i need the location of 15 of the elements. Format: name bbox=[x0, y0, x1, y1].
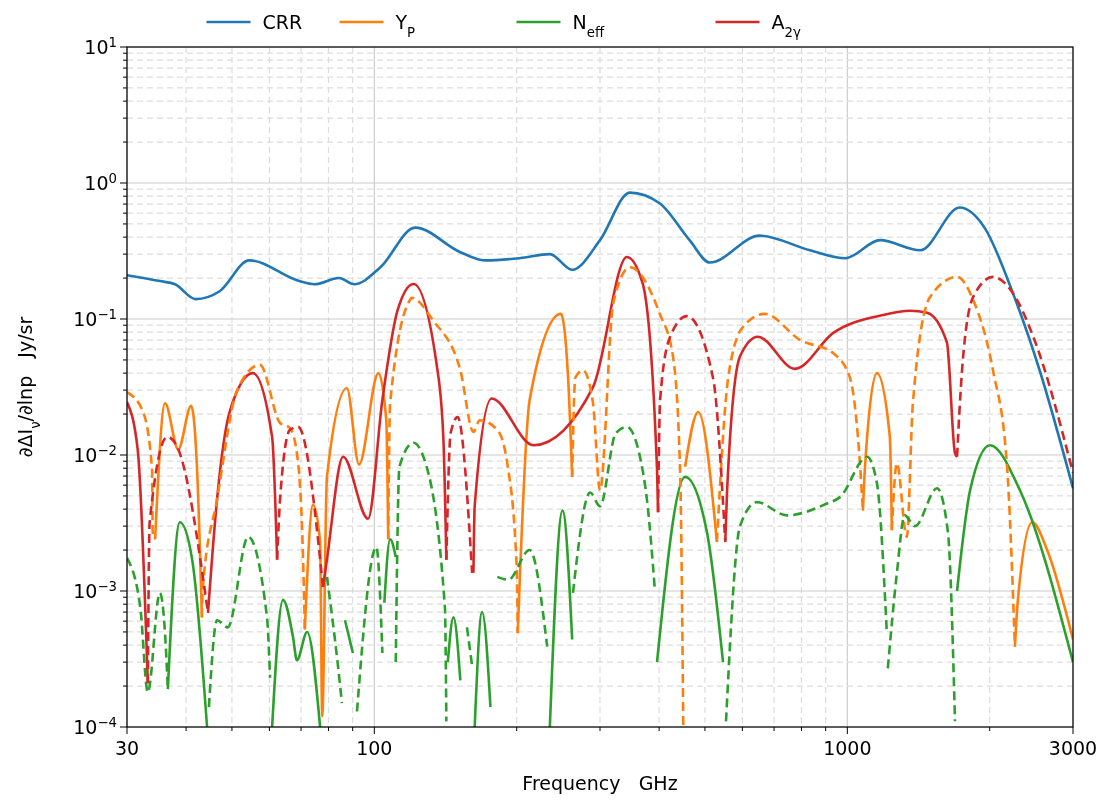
x-axis-title: Frequency GHz bbox=[522, 772, 678, 794]
y-tick-label: 10$^{−1}$ bbox=[73, 306, 117, 330]
y-tick-label: 10$^{0}$ bbox=[84, 170, 117, 194]
x-tick-label: 30 bbox=[114, 737, 140, 759]
x-tick-label: 1000 bbox=[823, 737, 872, 759]
legend-label: Y$_{P}$ bbox=[394, 11, 416, 40]
y-tick-label: 10$^{1}$ bbox=[84, 34, 117, 58]
x-tick-label: 3000 bbox=[1048, 737, 1098, 759]
legend-label: CRR bbox=[262, 11, 303, 33]
y-tick-label: 10$^{−4}$ bbox=[73, 714, 117, 738]
y-tick-label: 10$^{−2}$ bbox=[73, 442, 117, 466]
x-tick-label: 100 bbox=[356, 737, 393, 759]
legend-label: A$_{2γ}$ bbox=[771, 11, 801, 40]
legend-label: N$_{eff}$ bbox=[572, 11, 605, 40]
y-tick-label: 10$^{−3}$ bbox=[73, 578, 117, 602]
